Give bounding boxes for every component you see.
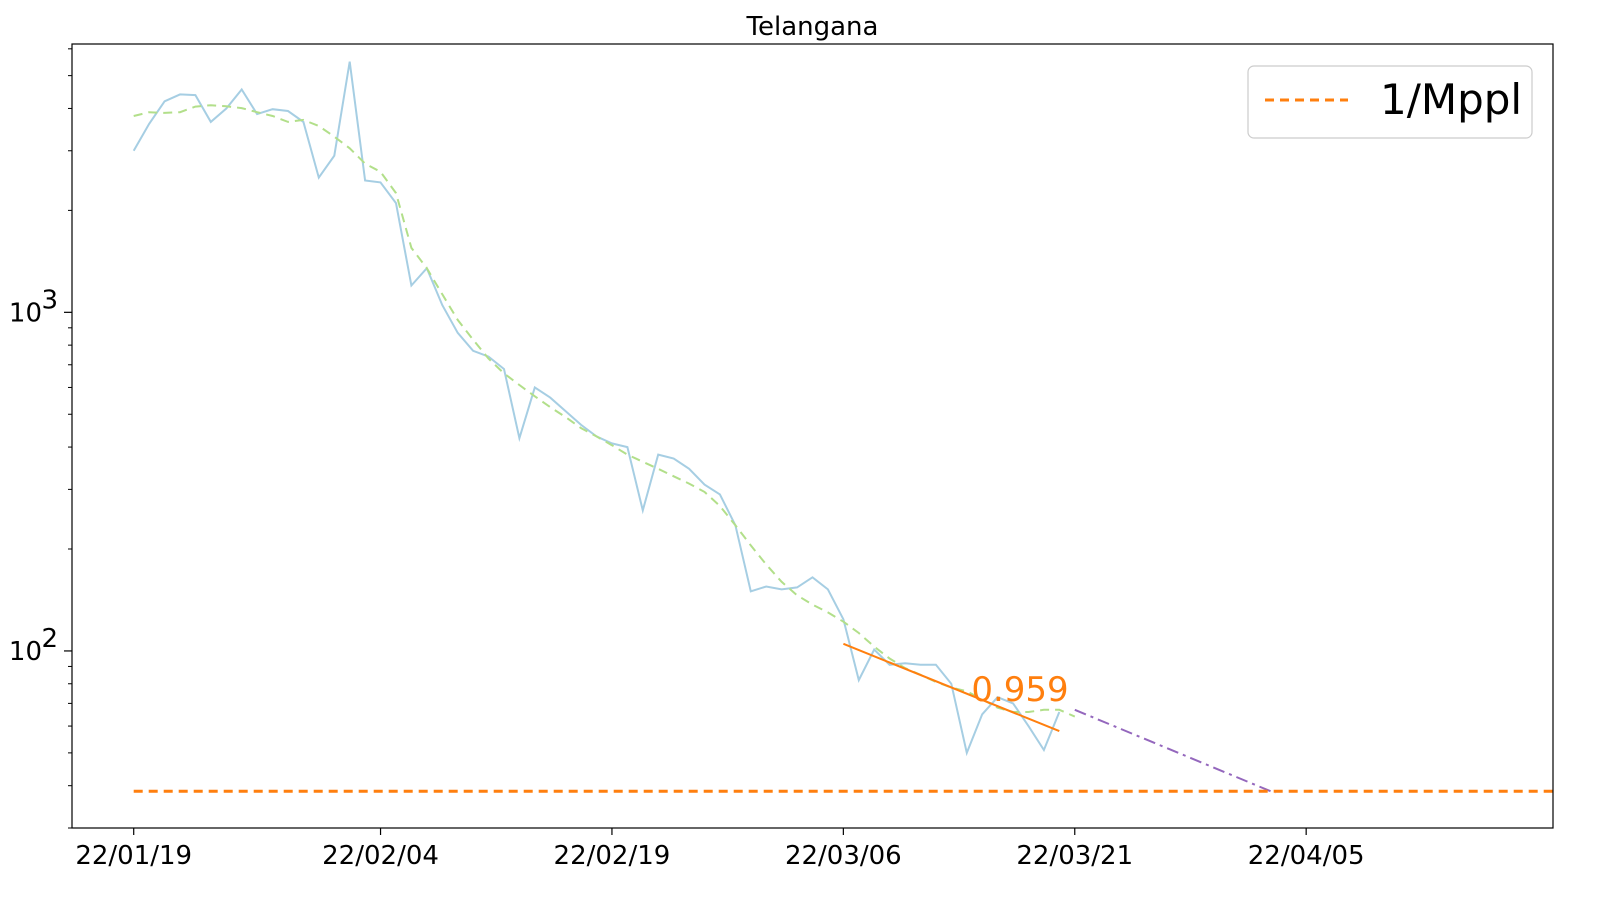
plot-frame	[71, 43, 1554, 829]
legend-label: 1/Mppl	[1380, 75, 1522, 124]
series-moving-average	[133, 104, 1076, 718]
legend: 1/Mppl	[1247, 65, 1533, 139]
x-tick-label: 22/03/06	[785, 841, 902, 871]
legend-box	[1247, 65, 1533, 139]
axis-layer: 22/01/19 22/02/04 22/02/19 22/03/06 22/03/21…	[9, 48, 1365, 871]
x-tick-label: 22/02/19	[554, 841, 671, 871]
y-tick-label: 10	[9, 298, 42, 328]
y-tick-exponent: 2	[41, 624, 58, 654]
fit-annotation: 0.959	[971, 670, 1068, 710]
x-tick-label: 22/02/04	[322, 841, 439, 871]
y-tick-label: 10	[9, 637, 42, 667]
x-tick-label: 22/03/21	[1016, 841, 1133, 871]
x-tick-label: 22/01/19	[75, 841, 192, 871]
series-layer	[132, 61, 1553, 795]
x-tick-label: 22/04/05	[1248, 841, 1365, 871]
series-trend-fit	[843, 642, 1060, 733]
series-projection	[1074, 708, 1276, 795]
chart-title: Telangana	[746, 12, 879, 42]
series-daily	[132, 61, 1061, 757]
y-tick-exponent: 3	[41, 285, 58, 315]
